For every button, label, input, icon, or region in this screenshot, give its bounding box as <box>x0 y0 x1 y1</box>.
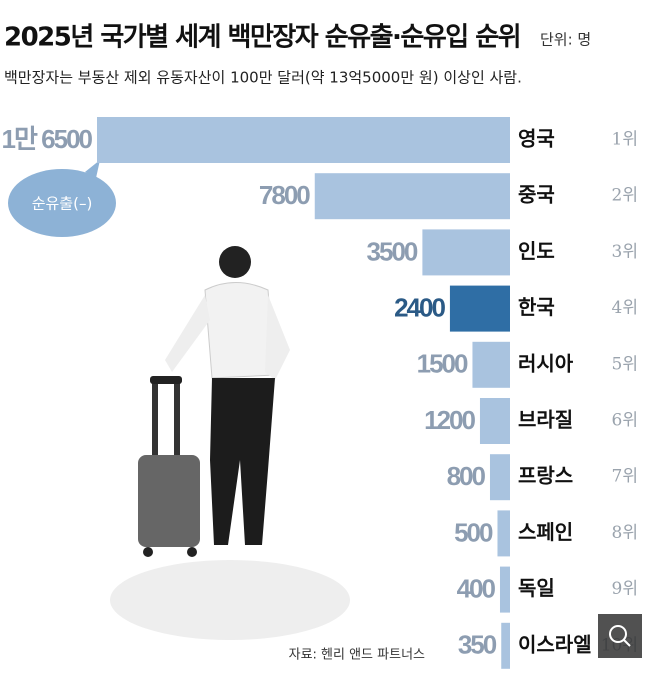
value-label: 1200 <box>424 405 475 435</box>
value-label: 800 <box>447 461 486 491</box>
value-label: 1만 6500 <box>2 124 93 154</box>
bar <box>489 454 510 501</box>
rank-label: 7위 <box>612 467 638 487</box>
bar <box>499 566 510 613</box>
value-label: 1500 <box>417 349 468 379</box>
value-label: 7800 <box>259 180 310 210</box>
value-label: 2400 <box>394 292 445 322</box>
category-label: 스페인 <box>518 520 573 544</box>
rank-label: 8위 <box>612 523 638 543</box>
category-label: 한국 <box>518 295 555 319</box>
bar <box>314 173 510 220</box>
unit: 단위: 명 <box>540 31 591 49</box>
category-label: 프랑스 <box>518 464 573 488</box>
subtitle: 백만장자는 부동산 제외 유동자산이 100만 달러(약 13억5000만 원)… <box>4 69 522 87</box>
category-label: 이스라엘 <box>518 632 592 656</box>
bar <box>497 510 510 557</box>
value-label: 400 <box>457 573 496 603</box>
value-label: 350 <box>458 630 497 660</box>
rank-label: 6위 <box>612 411 638 431</box>
bar <box>479 398 510 444</box>
rank-label: 9위 <box>612 579 638 599</box>
rank-label: 1위 <box>612 130 638 150</box>
zoom-button[interactable] <box>598 614 642 658</box>
rank-label: 5위 <box>612 354 638 374</box>
bar <box>472 341 510 388</box>
value-label: 3500 <box>367 236 418 266</box>
badge: 순유출(–) <box>8 160 116 237</box>
illustration <box>110 246 350 640</box>
category-label: 중국 <box>518 183 555 207</box>
chart-title: 2025년 국가별 세계 백만장자 순유출·순유입 순위 <box>4 23 520 53</box>
badge-text: 순유출(–) <box>32 195 93 213</box>
rank-label: 2위 <box>612 186 638 206</box>
category-label: 러시아 <box>518 351 574 375</box>
bar <box>449 285 510 332</box>
category-label: 브라질 <box>518 408 573 432</box>
value-label: 500 <box>454 517 493 547</box>
category-label: 인도 <box>518 239 555 263</box>
source: 자료: 헨리 앤드 파트너스 <box>289 648 425 663</box>
rank-label: 3위 <box>612 242 638 262</box>
category-label: 독일 <box>518 576 555 600</box>
rank-label: 4위 <box>612 298 638 318</box>
bar <box>97 117 510 163</box>
category-label: 영국 <box>518 127 555 151</box>
bar <box>501 622 510 669</box>
bar <box>422 229 510 276</box>
